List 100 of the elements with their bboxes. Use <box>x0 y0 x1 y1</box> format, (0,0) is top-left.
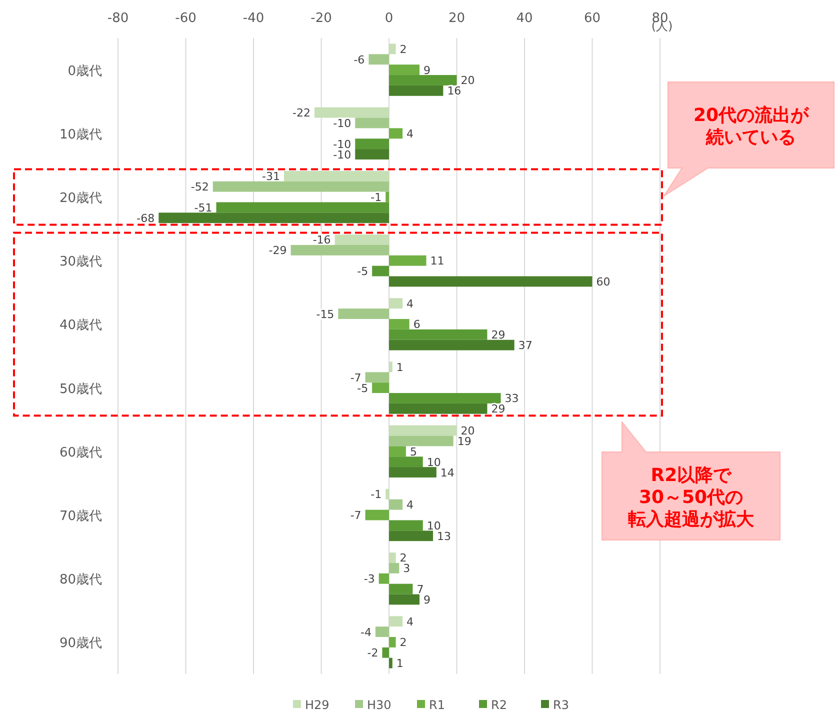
x-tick-label: -80 <box>107 11 129 26</box>
bar <box>389 128 403 139</box>
data-label: -10 <box>333 138 352 151</box>
y-tick-label: 80歳代 <box>59 572 102 588</box>
bar <box>378 573 389 584</box>
data-label: 10 <box>426 456 441 469</box>
bar <box>389 318 410 330</box>
bar <box>372 266 389 276</box>
data-label: 11 <box>430 254 444 268</box>
bar <box>382 647 389 658</box>
data-label: 2 <box>400 552 407 565</box>
bar <box>334 234 389 245</box>
data-label: 20 <box>460 74 475 88</box>
y-tick-label: 90歳代 <box>59 636 102 652</box>
bar <box>389 75 457 86</box>
data-label: -22 <box>292 106 310 120</box>
data-label: -5 <box>357 382 368 395</box>
data-label: -51 <box>194 201 212 214</box>
y-tick-label: 40歳代 <box>59 318 102 334</box>
y-tick-label: 70歳代 <box>59 509 102 524</box>
annotation: 転入超過が拡大 <box>628 509 755 530</box>
legend-label: H30 <box>367 698 392 712</box>
bar <box>355 138 389 150</box>
data-label: -1 <box>370 191 382 204</box>
bar <box>389 658 392 668</box>
bar <box>389 616 403 627</box>
data-label: -5 <box>357 265 368 278</box>
bar <box>212 181 389 192</box>
data-label: 7 <box>416 583 424 596</box>
y-tick-label: 0歳代 <box>68 64 102 79</box>
data-label: -3 <box>364 572 375 586</box>
x-tick-label: -60 <box>175 11 196 26</box>
bar <box>389 446 406 457</box>
x-tick-label: 40 <box>516 11 533 26</box>
bar <box>389 436 454 446</box>
bar <box>389 584 413 594</box>
bar <box>389 530 434 542</box>
data-label: -10 <box>333 116 352 130</box>
bar <box>389 425 457 436</box>
text: 続いている <box>705 127 796 148</box>
data-label: 29 <box>491 328 506 342</box>
data-label: -52 <box>190 180 209 194</box>
data-label: 4 <box>406 498 414 512</box>
legend-label: H29 <box>305 698 330 712</box>
bar <box>389 552 396 563</box>
data-label: 9 <box>423 64 430 77</box>
bar <box>389 362 392 372</box>
data-label: 10 <box>426 519 441 532</box>
x-tick-label: 0 <box>384 11 394 26</box>
bar <box>284 170 389 182</box>
annotation: 30～50代の <box>638 487 744 508</box>
data-label: 33 <box>504 392 519 406</box>
data-label: -4 <box>360 626 372 639</box>
bar <box>365 510 389 520</box>
y-tick-label: 30歳代 <box>59 254 102 270</box>
data-label: 29 <box>491 402 506 416</box>
legend-label: R2 <box>491 698 507 712</box>
data-label: -68 <box>136 212 155 225</box>
data-label: -2 <box>367 646 378 660</box>
data-label: -10 <box>333 148 352 162</box>
y-tick-label: 50歳代 <box>59 382 102 397</box>
data-label: 16 <box>447 84 462 98</box>
bar <box>389 562 400 574</box>
data-label: 2 <box>400 42 407 56</box>
x-tick-label: 20 <box>448 11 466 26</box>
data-label: -29 <box>268 244 287 258</box>
bar <box>368 54 389 65</box>
bar <box>389 456 423 468</box>
data-label: -16 <box>312 234 331 247</box>
bar <box>386 488 389 500</box>
bar <box>290 244 389 256</box>
bar <box>389 393 501 404</box>
bar <box>389 499 403 510</box>
bar <box>355 149 389 160</box>
bar <box>389 276 592 287</box>
data-label: 9 <box>423 593 430 606</box>
data-label: -15 <box>316 308 334 321</box>
bar <box>314 107 389 118</box>
x-tick-label: 60 <box>584 11 601 26</box>
bar <box>372 382 389 394</box>
legend-label: R3 <box>553 698 569 712</box>
bar <box>389 255 426 266</box>
data-label: -7 <box>350 509 362 522</box>
data-label: 5 <box>410 445 417 458</box>
bar <box>389 44 396 54</box>
bar <box>338 308 389 319</box>
bar <box>216 202 389 213</box>
data-label: 13 <box>437 530 452 543</box>
annotation: R2以降で <box>650 465 732 486</box>
bar <box>355 118 389 128</box>
bar <box>389 340 514 350</box>
x-tick-label: -40 <box>242 11 264 26</box>
legend-label: R1 <box>429 698 445 712</box>
data-label: -1 <box>370 488 382 502</box>
bar <box>389 329 488 340</box>
bar <box>386 192 389 202</box>
text: 20代の流出が <box>693 105 810 126</box>
data-label: 4 <box>406 127 414 140</box>
data-label: 6 <box>413 318 420 332</box>
data-label: -31 <box>262 170 280 184</box>
